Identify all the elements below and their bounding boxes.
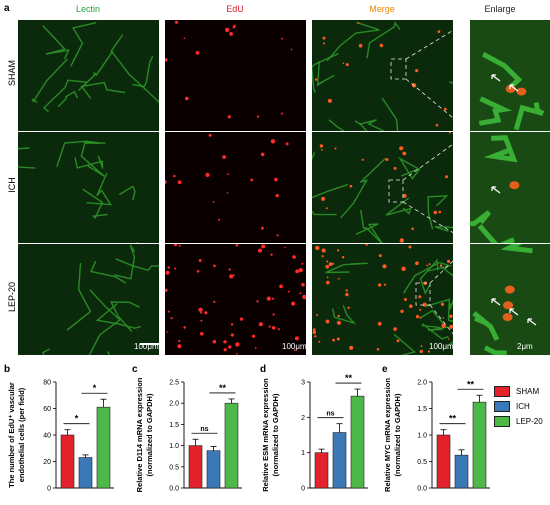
significance-label: * (93, 383, 97, 393)
micrograph-tile (470, 132, 550, 243)
y-tick-label: 1.5 (169, 422, 179, 429)
y-tick-label: 1.5 (417, 406, 427, 413)
bar-lep-20 (472, 401, 487, 489)
panel-d-label: d (260, 364, 267, 375)
column-header-lectin: Lectin (75, 4, 101, 14)
scale-label-merge: 100μm (429, 342, 454, 351)
legend-label-sham: SHAM (516, 387, 540, 396)
y-tick-label: 2.5 (169, 380, 179, 387)
y-tick-label: 2 (301, 415, 305, 422)
significance-label: ** (449, 414, 457, 424)
bar-ich (332, 432, 347, 489)
panel-a-label: a (4, 3, 10, 14)
bar-sham (436, 434, 451, 489)
y-tick-label: 3 (301, 380, 305, 387)
y-tick-label: 80 (43, 380, 51, 387)
zoom-guides (388, 58, 431, 306)
chart-d: Relative ESM mRNA expression (normalized … (261, 373, 368, 493)
significance-label: ** (219, 383, 227, 393)
micrograph-tile (18, 20, 159, 131)
y-axis-label: The number of EdU⁺ vascular (7, 382, 16, 488)
bar-sham (60, 434, 75, 489)
micrograph-tile (312, 20, 453, 131)
chart-b: The number of EdU⁺ vascular endothelial c… (7, 380, 114, 493)
micrograph-tile (470, 244, 550, 355)
micrograph-tile (18, 244, 159, 355)
chart-c: Relative D114 mRNA expression (normalized… (135, 377, 242, 493)
y-tick-label: 20 (43, 459, 51, 466)
column-header-merge: Merge (369, 4, 395, 14)
micrograph-tile (312, 132, 453, 243)
y-tick-label: 1.0 (169, 443, 179, 450)
y-axis-label: Relative D114 mRNA expression (135, 377, 144, 492)
legend: SHAM ICH LEP-20 (494, 384, 543, 429)
y-tick-label: 2.0 (169, 401, 179, 408)
y-axis-label: (normalized to GAPDH) (145, 393, 154, 476)
y-tick-label: 1 (301, 450, 305, 457)
y-tick-label: 0 (301, 486, 305, 493)
chart-e: Relative MYC mRNA expression (normalized … (383, 378, 490, 493)
panel-e-label: e (382, 364, 388, 375)
micrograph-tile (18, 132, 159, 243)
y-tick-label: 0 (47, 486, 51, 493)
significance-label: ns (200, 426, 208, 433)
significance-label: ** (467, 379, 475, 389)
bar-ich (78, 457, 93, 489)
legend-label-ich: ICH (516, 402, 530, 411)
legend-label-lep20: LEP-20 (516, 417, 543, 426)
micrograph-tile (165, 20, 306, 131)
panel-c-label: c (132, 364, 138, 375)
bar-lep-20 (224, 402, 239, 489)
bar-ich (454, 454, 469, 489)
legend-swatch-ich (494, 401, 510, 412)
bar-sham (314, 452, 329, 489)
legend-swatch-sham (494, 386, 510, 397)
bar-sham (188, 445, 203, 489)
y-axis-label: Relative ESM mRNA expression (261, 378, 270, 492)
scale-bar-lectin (140, 343, 162, 345)
bar-lep-20 (350, 395, 365, 489)
bar-lep-20 (96, 406, 111, 489)
y-axis-label: (normalized to GAPDH) (393, 393, 402, 476)
significance-label: * (75, 414, 79, 424)
legend-item-sham: SHAM (494, 384, 543, 399)
y-tick-label: 0.5 (417, 459, 427, 466)
legend-item-lep20: LEP-20 (494, 414, 543, 429)
column-header-enlarge: Enlarge (484, 4, 516, 14)
column-header-edu: EdU (226, 4, 244, 14)
scale-label-edu: 100μm (282, 342, 307, 351)
scale-label-lectin: 100μm (134, 342, 159, 351)
micrograph-tile (312, 244, 453, 355)
legend-item-ich: ICH (494, 399, 543, 414)
panel-b-label: b (4, 364, 11, 375)
micrograph-tile (165, 244, 306, 355)
micrograph-tile (470, 20, 550, 131)
y-axis-label: endothelial cells (per field) (17, 387, 26, 482)
micrograph-tile (165, 132, 306, 243)
y-tick-label: 40 (43, 433, 51, 440)
y-tick-label: 2.0 (417, 380, 427, 387)
significance-label: ** (345, 373, 353, 383)
scale-label-enlarge-2um: 2μm (517, 342, 533, 351)
significance-label: ns (326, 411, 334, 418)
y-tick-label: 0.0 (417, 486, 427, 493)
y-axis-label: (normalized to GAPDH) (271, 393, 280, 476)
y-tick-label: 0.5 (169, 464, 179, 471)
y-tick-label: 60 (43, 406, 51, 413)
y-tick-label: 0.0 (169, 486, 179, 493)
y-tick-label: 1.0 (417, 433, 427, 440)
bar-ich (206, 450, 221, 489)
legend-swatch-lep20 (494, 416, 510, 427)
y-axis-label: Relative MYC mRNA expression (383, 378, 392, 492)
